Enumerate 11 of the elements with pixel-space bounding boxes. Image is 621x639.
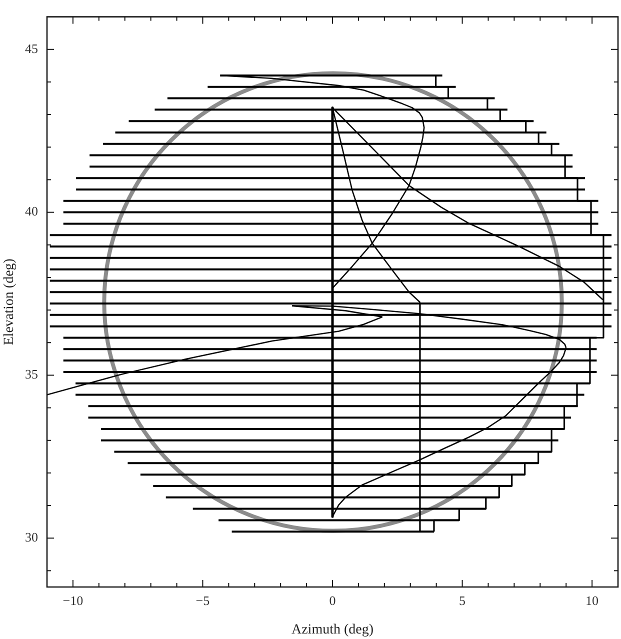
- x-tick-label: −5: [196, 593, 210, 608]
- y-axis-title: Elevation (deg): [2, 258, 18, 346]
- x-tick-label: 10: [586, 593, 599, 608]
- x-axis-title: Azimuth (deg): [291, 622, 374, 638]
- x-tick-label: 5: [459, 593, 466, 608]
- y-tick-label: 30: [25, 530, 38, 545]
- y-tick-label: 35: [25, 366, 38, 382]
- x-tick-label: 0: [329, 593, 336, 608]
- y-tick-label: 45: [25, 40, 38, 56]
- x-tick-label: −10: [62, 593, 84, 608]
- y-tick-label: 40: [25, 204, 38, 219]
